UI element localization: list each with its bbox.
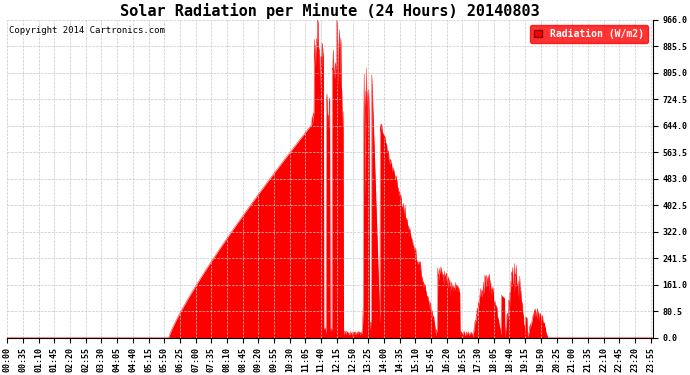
Legend: Radiation (W/m2): Radiation (W/m2) [531,25,648,43]
Text: Copyright 2014 Cartronics.com: Copyright 2014 Cartronics.com [8,26,164,35]
Title: Solar Radiation per Minute (24 Hours) 20140803: Solar Radiation per Minute (24 Hours) 20… [120,3,540,19]
